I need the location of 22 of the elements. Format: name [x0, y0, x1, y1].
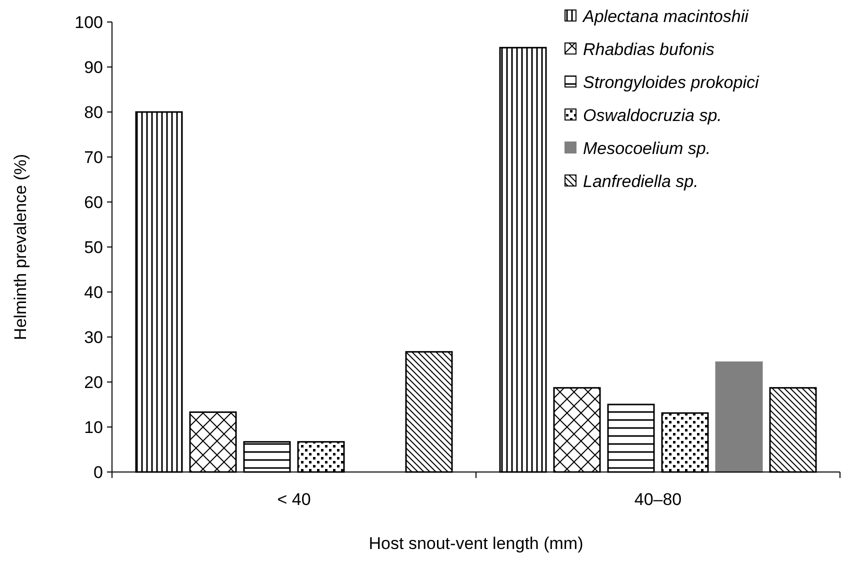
y-tick-label: 50: [84, 238, 103, 257]
x-axis-title: Host snout-vent length (mm): [368, 534, 584, 553]
legend-label: Aplectana macintoshii: [582, 6, 750, 26]
y-tick-label: 10: [84, 418, 103, 437]
legend-label: Oswaldocruzia sp.: [583, 106, 722, 125]
y-tick-label: 40: [84, 282, 103, 302]
x-tick-label: < 40: [277, 490, 311, 509]
y-tick-label: 90: [84, 58, 103, 77]
legend-label: Lanfrediella sp.: [583, 172, 698, 191]
y-tick-label: 30: [84, 328, 103, 347]
y-tick-label: 70: [84, 148, 103, 167]
y-tick-label: 60: [84, 192, 103, 212]
y-tick-label: 80: [84, 102, 103, 122]
y-tick-label: 20: [84, 372, 103, 392]
legend-label: Mesocoelium sp.: [583, 138, 711, 158]
y-axis-title: Helminth prevalence (%): [11, 154, 30, 340]
legend-label: Strongyloides prokopici: [583, 72, 760, 92]
legend-label: Rhabdias bufonis: [583, 40, 715, 59]
x-tick-label: 40–80: [634, 490, 682, 509]
y-tick-label: 0: [94, 462, 103, 482]
y-tick-label: 100: [74, 12, 103, 32]
bar: [715, 361, 763, 473]
